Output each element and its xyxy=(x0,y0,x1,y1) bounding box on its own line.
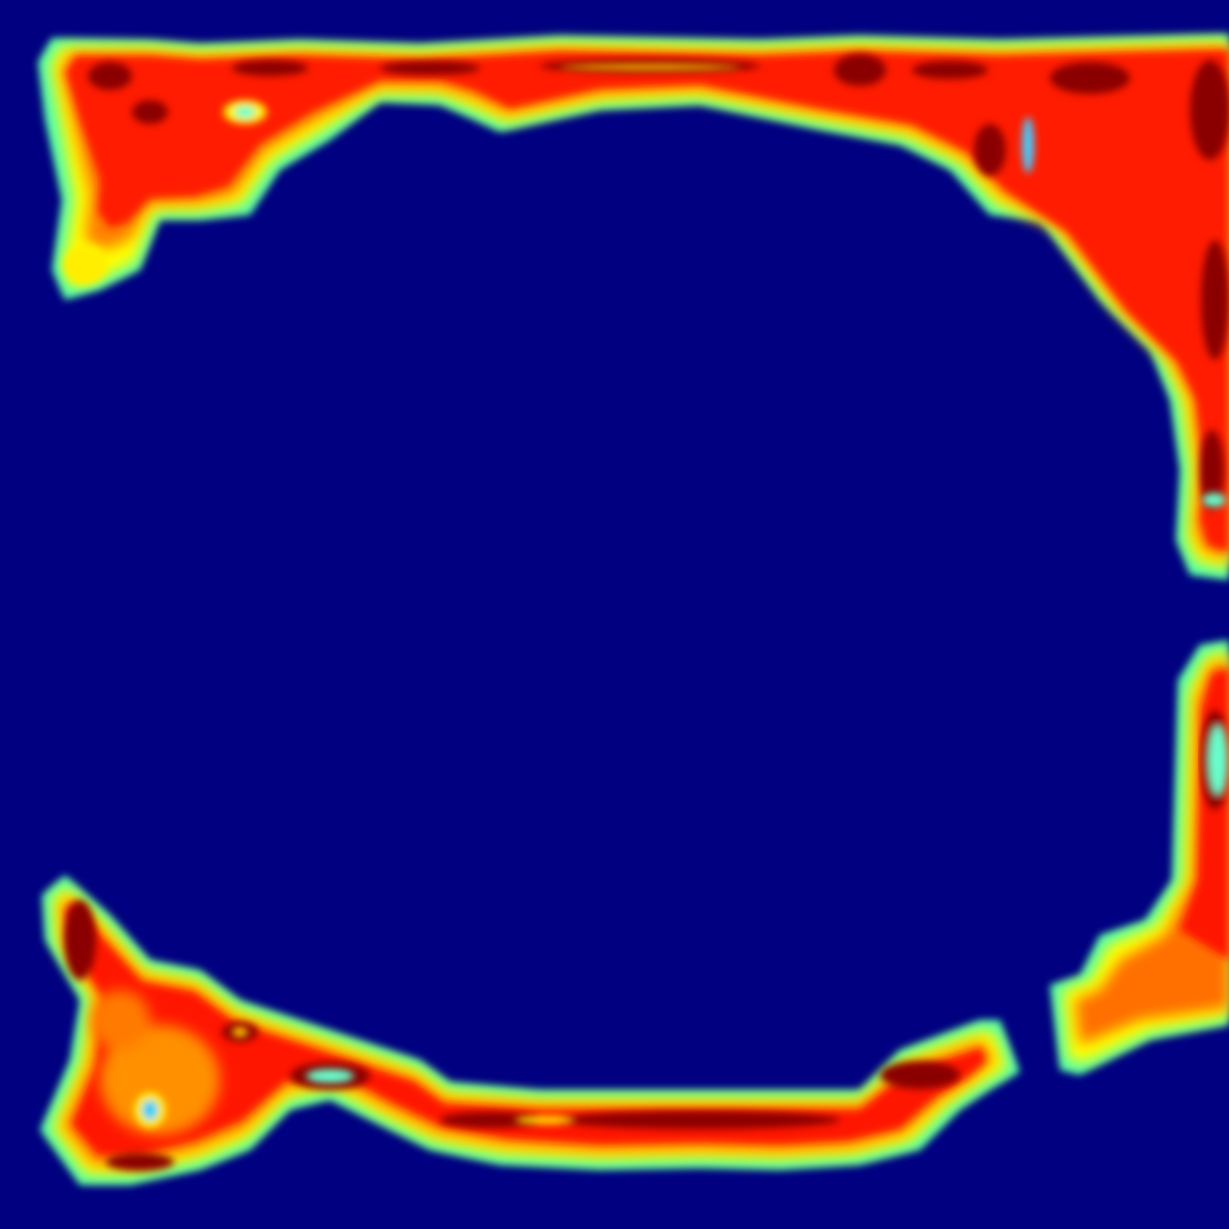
right-lower-band xyxy=(1050,640,1229,1075)
top-band xyxy=(38,34,1229,580)
bottom-band xyxy=(40,875,1020,1185)
